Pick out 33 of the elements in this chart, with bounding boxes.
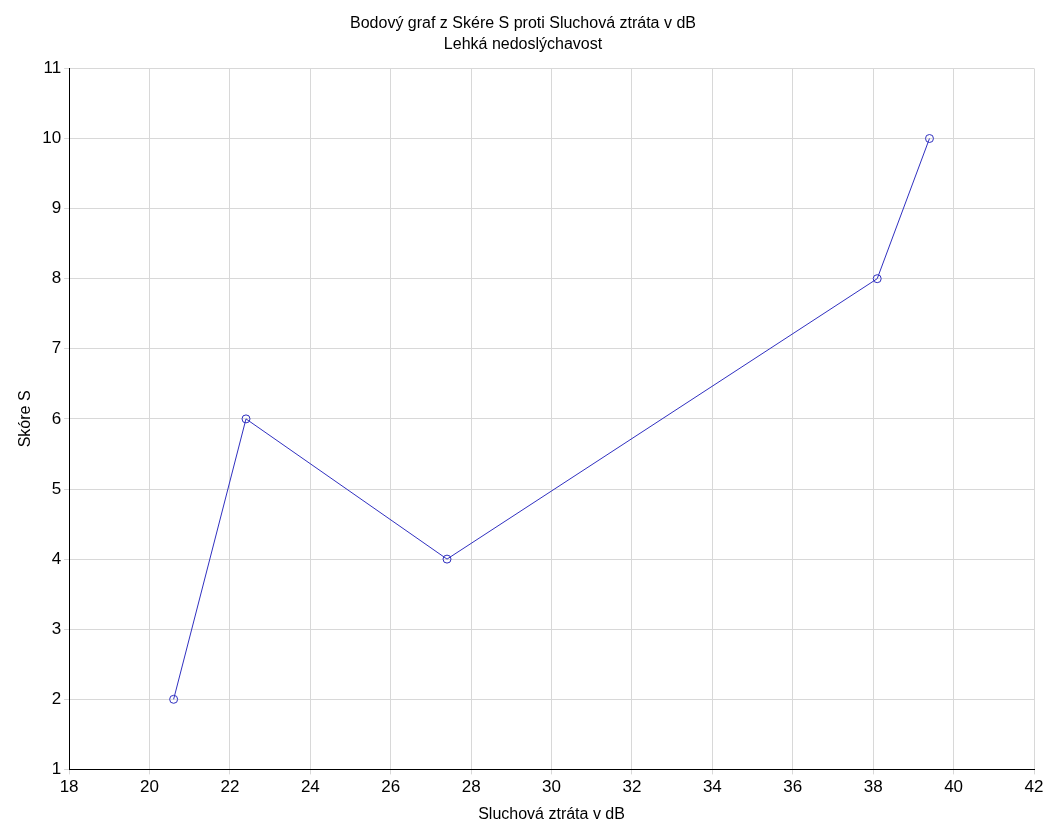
chart-subtitle: Lehká nedoslýchavost	[443, 35, 603, 53]
x-tick-label: 18	[59, 777, 79, 797]
x-tick-label: 24	[300, 777, 320, 797]
point	[241, 414, 251, 424]
y-tick-label: 7	[51, 338, 62, 358]
y-tick-label: 10	[42, 128, 62, 148]
y-tick-label: 5	[51, 478, 62, 498]
y-tick-label: 4	[51, 548, 62, 568]
x-axis-title: Sluchová ztráta v dB	[478, 804, 625, 822]
point	[872, 274, 882, 284]
x-tick-label: 32	[622, 777, 642, 797]
point	[442, 554, 452, 564]
chart-title: Bodový graf z Skére S proti Sluchová ztráta v dB	[350, 14, 696, 32]
x-tick-label: 28	[461, 777, 481, 797]
x-tick-label: 38	[863, 777, 883, 797]
y-tick-label: 8	[51, 268, 62, 288]
point	[169, 694, 179, 704]
y-axis-title: Skóre S	[16, 390, 34, 448]
y-tick-label: 9	[51, 198, 62, 218]
x-tick-label: 36	[783, 777, 803, 797]
x-tick-label: 40	[944, 777, 964, 797]
x-tick-label: 22	[220, 777, 240, 797]
y-tick-label: 6	[51, 408, 62, 428]
y-tick-label: 3	[51, 618, 62, 638]
x-tick-label: 26	[381, 777, 401, 797]
point	[924, 134, 934, 143]
x-tick-label: 42	[1024, 777, 1044, 797]
x-tick-label: 34	[702, 777, 722, 797]
y-tick-label: 1	[51, 759, 62, 779]
y-tick-label: 11	[43, 58, 62, 78]
y-tick-label: 2	[51, 688, 62, 708]
x-tick-label: 20	[140, 777, 159, 797]
x-tick-label: 30	[542, 777, 562, 797]
